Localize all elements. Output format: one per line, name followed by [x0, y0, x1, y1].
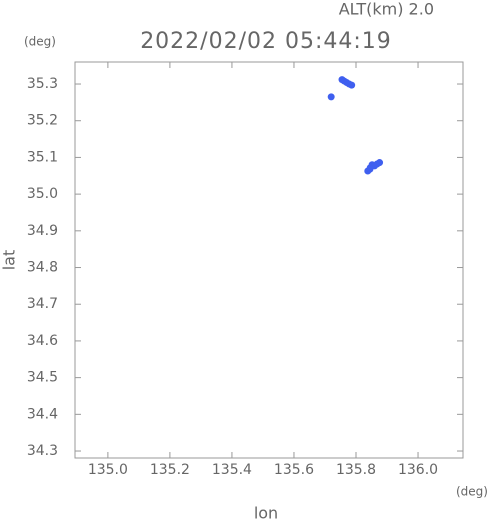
- y-tick-label: 34.7: [27, 296, 58, 312]
- y-tick-label: 34.5: [27, 370, 58, 386]
- echo-point: [366, 165, 374, 173]
- y-tick-label: 34.3: [27, 443, 58, 459]
- altitude-label: ALT(km) 2.0: [339, 0, 434, 19]
- y-tick-label: 34.6: [27, 333, 58, 349]
- y-tick-label: 35.3: [27, 76, 58, 92]
- x-tick-label: 135.0: [88, 462, 128, 478]
- plot-frame: [74, 61, 464, 459]
- echo-point: [348, 81, 356, 89]
- x-tick-label: 135.2: [150, 462, 190, 478]
- echo-point: [376, 159, 384, 167]
- y-tick-label: 34.8: [27, 260, 58, 276]
- y-tick-label: 34.9: [27, 223, 58, 239]
- x-tick-label: 135.4: [212, 462, 252, 478]
- y-unit: (deg): [24, 35, 56, 49]
- x-unit: (deg): [456, 485, 488, 499]
- y-axis-label: lat: [0, 250, 19, 271]
- y-tick-label: 35.2: [27, 113, 58, 129]
- x-tick-label: 135.8: [336, 462, 376, 478]
- x-tick-label: 136.0: [398, 462, 438, 478]
- x-tick-label: 135.6: [274, 462, 314, 478]
- chart-title: 2022/02/02 05:44:19: [140, 29, 392, 54]
- y-tick-label: 34.4: [27, 406, 58, 422]
- y-tick-label: 35.1: [27, 149, 58, 165]
- x-axis-label: lon: [254, 504, 278, 521]
- y-tick-label: 35.0: [27, 186, 58, 202]
- echo-point: [327, 93, 335, 101]
